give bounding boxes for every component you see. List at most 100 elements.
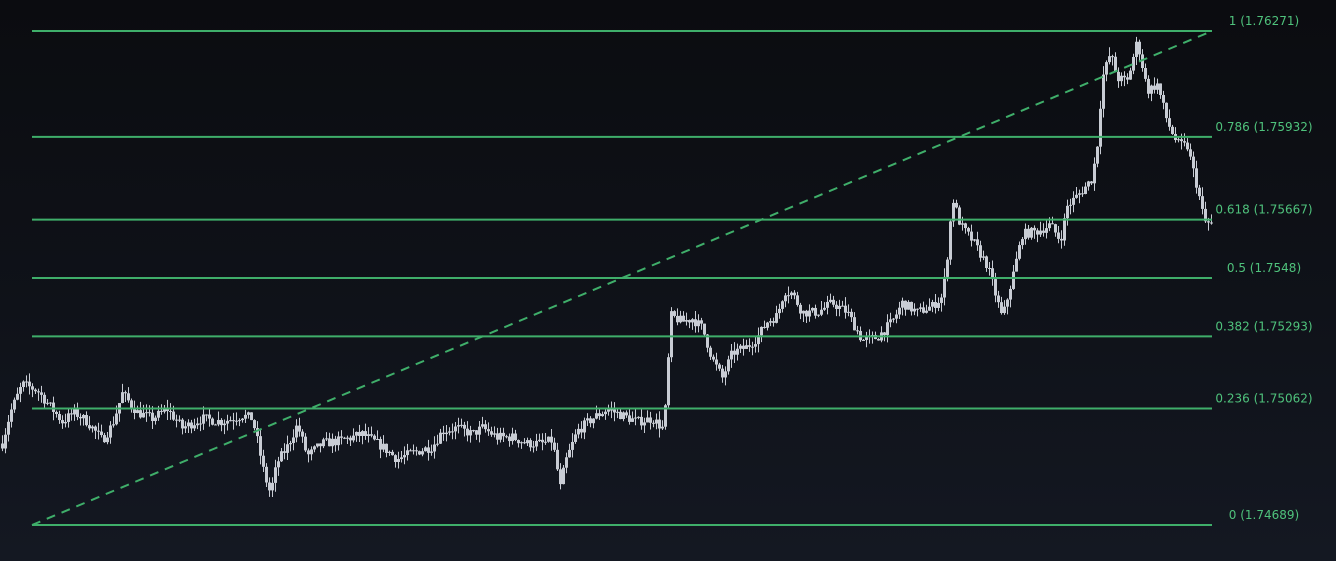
candle-body xyxy=(601,414,604,417)
candle-body xyxy=(1198,187,1201,197)
candle-body xyxy=(37,391,40,393)
candle-body xyxy=(739,345,742,349)
candle-body xyxy=(391,451,394,456)
candle-body xyxy=(220,419,223,426)
candle-body xyxy=(814,307,817,316)
candle-body xyxy=(469,430,472,436)
candle-body xyxy=(760,326,763,336)
fib-levels-layer: 1 (1.76271) 0.786 (1.75932) 0.618 (1.75667… xyxy=(32,14,1313,526)
candle-body xyxy=(922,307,925,313)
candle-body xyxy=(1132,56,1135,71)
candle-body xyxy=(301,431,304,437)
candle-body xyxy=(1192,156,1195,169)
candle-body xyxy=(1201,196,1204,209)
candle-body xyxy=(1099,108,1102,147)
candle-body xyxy=(445,432,448,435)
candle-body xyxy=(967,228,970,232)
candle-body xyxy=(112,424,115,426)
candle-body xyxy=(457,425,460,427)
candle-body xyxy=(664,405,667,427)
candle-body xyxy=(694,319,697,327)
candle-body xyxy=(592,418,595,424)
candle-body xyxy=(640,416,643,426)
candle-body xyxy=(607,409,610,412)
candle-body xyxy=(193,425,196,429)
candle-body xyxy=(958,207,961,225)
candle-body xyxy=(805,310,808,317)
candle-body xyxy=(271,482,274,491)
candle-body xyxy=(571,441,574,450)
candle-body xyxy=(622,412,625,420)
fib-level-label-0_786: 0.786 (1.75932) xyxy=(1215,120,1312,134)
candle-body xyxy=(415,450,418,452)
candle-body xyxy=(400,457,403,460)
candle-body xyxy=(724,371,727,378)
candle-body xyxy=(709,347,712,357)
candle-body xyxy=(946,259,949,277)
candle-body xyxy=(157,410,160,418)
candle-body xyxy=(100,431,103,436)
candle-body xyxy=(94,426,97,431)
dashed-trendline xyxy=(31,30,1213,526)
candle-body xyxy=(475,430,478,435)
candle-body xyxy=(973,239,976,241)
candle-body xyxy=(988,268,991,270)
candle-body xyxy=(997,295,1000,303)
candle-body xyxy=(163,408,166,412)
candle-body xyxy=(562,467,565,485)
candle-body xyxy=(715,359,718,365)
candle-body xyxy=(196,423,199,426)
candle-body xyxy=(904,300,907,310)
candle-body xyxy=(202,414,205,424)
candle-body xyxy=(679,315,682,323)
candle-body xyxy=(451,431,454,433)
candle-body xyxy=(619,411,622,420)
candle-body xyxy=(940,297,943,303)
candle-body xyxy=(1177,139,1180,141)
candle-body xyxy=(1,443,4,449)
candle-body xyxy=(817,314,820,316)
candle-body xyxy=(133,407,136,414)
candle-body xyxy=(931,302,934,307)
candle-body xyxy=(331,438,334,447)
candle-body xyxy=(1135,41,1138,57)
candle-body xyxy=(433,444,436,452)
candle-body xyxy=(166,408,169,412)
candle-body xyxy=(229,420,232,422)
candle-body xyxy=(334,438,337,446)
candle-body xyxy=(181,419,184,429)
candle-body xyxy=(700,320,703,324)
candle-body xyxy=(652,422,655,424)
candle-body xyxy=(493,433,496,435)
candle-body xyxy=(310,449,313,455)
candle-body xyxy=(964,223,967,229)
candle-body xyxy=(496,433,499,440)
candle-body xyxy=(70,413,73,415)
candle-body xyxy=(340,436,343,438)
candle-body xyxy=(523,442,526,444)
candle-body xyxy=(1150,85,1153,94)
candle-body xyxy=(241,418,244,421)
candle-body xyxy=(1183,141,1186,143)
candle-body xyxy=(424,447,427,452)
candle-body xyxy=(298,425,301,432)
candle-body xyxy=(28,381,31,387)
candle-body xyxy=(580,428,583,433)
candle-body xyxy=(115,413,118,425)
candle-body xyxy=(382,443,385,450)
candle-body xyxy=(1030,227,1033,238)
candle-body xyxy=(1000,302,1003,314)
candle-body xyxy=(1141,54,1144,69)
candle-body xyxy=(1159,83,1162,95)
candle-body xyxy=(712,356,715,360)
candle-body xyxy=(1168,118,1171,127)
candle-body xyxy=(943,276,946,298)
candle-body xyxy=(991,268,994,280)
candle-body xyxy=(835,304,838,309)
candle-body xyxy=(505,436,508,438)
candle-body xyxy=(682,315,685,322)
candle-body xyxy=(64,421,67,424)
candle-body xyxy=(625,412,628,416)
candle-body xyxy=(460,424,463,426)
candle-body xyxy=(847,311,850,313)
